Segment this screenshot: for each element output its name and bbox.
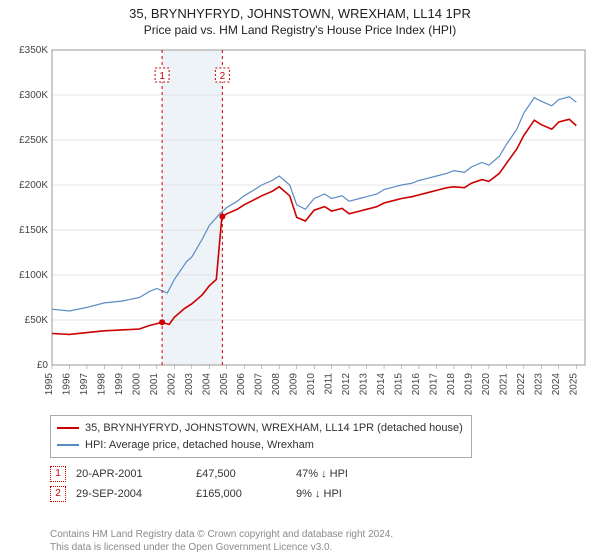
sale-events: 1 20-APR-2001 £47,500 47% ↓ HPI 2 29-SEP…	[50, 464, 358, 504]
svg-text:£200K: £200K	[19, 180, 48, 191]
event-date: 29-SEP-2004	[76, 484, 196, 504]
event-delta: 9% ↓ HPI	[296, 484, 358, 504]
event-date: 20-APR-2001	[76, 464, 196, 484]
svg-text:2022: 2022	[516, 373, 527, 396]
chart-svg: £0 £50K £100K £150K £200K £250K £300K £350K 1995…	[10, 45, 590, 405]
svg-text:2019: 2019	[463, 373, 474, 396]
svg-text:2007: 2007	[254, 373, 265, 396]
legend-label: 35, BRYNHYFRYD, JOHNSTOWN, WREXHAM, LL14…	[85, 420, 463, 437]
svg-text:2005: 2005	[219, 373, 230, 396]
legend-row: HPI: Average price, detached house, Wrex…	[57, 437, 463, 454]
svg-text:£300K: £300K	[19, 90, 48, 101]
svg-text:2016: 2016	[411, 373, 422, 396]
event-row: 2 29-SEP-2004 £165,000 9% ↓ HPI	[50, 484, 358, 504]
event-delta: 47% ↓ HPI	[296, 464, 358, 484]
footer: Contains HM Land Registry data © Crown c…	[50, 528, 393, 554]
svg-text:2010: 2010	[306, 373, 317, 396]
title-subtitle: Price paid vs. HM Land Registry's House …	[0, 23, 600, 37]
svg-text:2020: 2020	[481, 373, 492, 396]
legend-swatch	[57, 444, 79, 446]
svg-text:2021: 2021	[498, 373, 509, 396]
svg-text:2006: 2006	[236, 373, 247, 396]
svg-text:£0: £0	[37, 360, 49, 371]
title-address: 35, BRYNHYFRYD, JOHNSTOWN, WREXHAM, LL14…	[0, 6, 600, 21]
footer-line2: This data is licensed under the Open Gov…	[50, 541, 393, 554]
svg-text:1997: 1997	[79, 373, 90, 396]
series-red	[52, 119, 576, 334]
footer-line1: Contains HM Land Registry data © Crown c…	[50, 528, 393, 541]
svg-text:2001: 2001	[149, 373, 160, 396]
event-marker: 1	[50, 466, 66, 482]
event-row: 1 20-APR-2001 £47,500 47% ↓ HPI	[50, 464, 358, 484]
svg-text:£100K: £100K	[19, 270, 48, 281]
svg-text:2008: 2008	[271, 373, 282, 396]
legend-swatch	[57, 427, 79, 429]
svg-text:2004: 2004	[201, 373, 212, 396]
event-price: £165,000	[196, 484, 296, 504]
series-blue	[52, 97, 576, 311]
svg-text:2024: 2024	[551, 373, 562, 396]
svg-text:2014: 2014	[376, 373, 387, 396]
svg-text:1998: 1998	[96, 373, 107, 396]
svg-text:2009: 2009	[289, 373, 300, 396]
chart: £0 £50K £100K £150K £200K £250K £300K £350K 1995…	[10, 45, 590, 405]
svg-text:£350K: £350K	[19, 45, 48, 56]
svg-text:£250K: £250K	[19, 135, 48, 146]
svg-text:£150K: £150K	[19, 225, 48, 236]
legend-label: HPI: Average price, detached house, Wrex…	[85, 437, 314, 454]
svg-text:1995: 1995	[44, 373, 55, 396]
svg-text:2003: 2003	[184, 373, 195, 396]
svg-text:1999: 1999	[114, 373, 125, 396]
event-marker: 2	[50, 486, 66, 502]
svg-text:1: 1	[159, 71, 165, 82]
svg-text:2025: 2025	[568, 373, 579, 396]
legend-row: 35, BRYNHYFRYD, JOHNSTOWN, WREXHAM, LL14…	[57, 420, 463, 437]
svg-text:2011: 2011	[324, 373, 335, 395]
svg-text:2018: 2018	[446, 373, 457, 396]
svg-text:2023: 2023	[533, 373, 544, 396]
legend: 35, BRYNHYFRYD, JOHNSTOWN, WREXHAM, LL14…	[50, 415, 472, 458]
svg-text:2015: 2015	[394, 373, 405, 396]
svg-text:2: 2	[220, 71, 226, 82]
svg-text:1996: 1996	[61, 373, 72, 396]
event-price: £47,500	[196, 464, 296, 484]
svg-text:2000: 2000	[131, 373, 142, 396]
svg-text:2017: 2017	[428, 373, 439, 396]
svg-text:2012: 2012	[341, 373, 352, 396]
svg-text:2002: 2002	[166, 373, 177, 396]
svg-text:2013: 2013	[359, 373, 370, 396]
svg-text:£50K: £50K	[25, 315, 49, 326]
title-block: 35, BRYNHYFRYD, JOHNSTOWN, WREXHAM, LL14…	[0, 0, 600, 39]
